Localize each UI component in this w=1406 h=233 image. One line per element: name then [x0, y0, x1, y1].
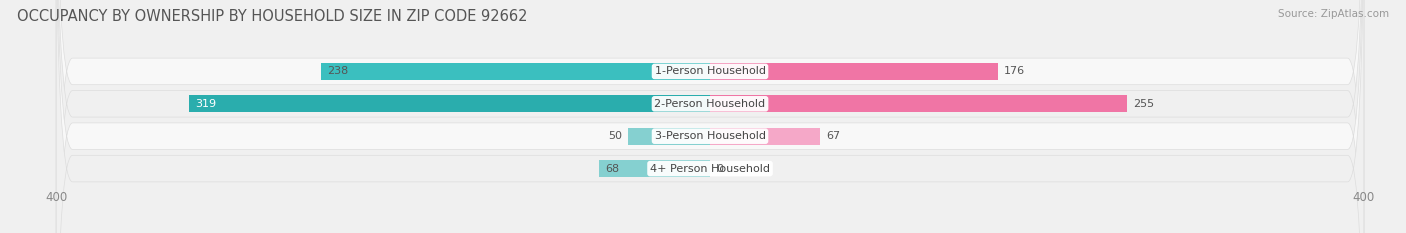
Bar — [599, 160, 710, 177]
FancyBboxPatch shape — [56, 0, 1364, 233]
FancyBboxPatch shape — [56, 0, 1364, 233]
Bar — [188, 95, 710, 112]
Bar — [628, 128, 710, 145]
Text: 67: 67 — [827, 131, 841, 141]
Text: 0: 0 — [717, 164, 724, 174]
Text: 4+ Person Household: 4+ Person Household — [650, 164, 770, 174]
Text: 319: 319 — [195, 99, 217, 109]
Text: 1-Person Household: 1-Person Household — [655, 66, 765, 76]
Text: 238: 238 — [328, 66, 349, 76]
Text: 3-Person Household: 3-Person Household — [655, 131, 765, 141]
Bar — [710, 63, 998, 80]
Bar — [321, 63, 710, 80]
Text: 176: 176 — [1004, 66, 1025, 76]
Text: OCCUPANCY BY OWNERSHIP BY HOUSEHOLD SIZE IN ZIP CODE 92662: OCCUPANCY BY OWNERSHIP BY HOUSEHOLD SIZE… — [17, 9, 527, 24]
Text: 255: 255 — [1133, 99, 1154, 109]
FancyBboxPatch shape — [56, 0, 1364, 233]
FancyBboxPatch shape — [56, 0, 1364, 233]
Text: 68: 68 — [606, 164, 620, 174]
Text: Source: ZipAtlas.com: Source: ZipAtlas.com — [1278, 9, 1389, 19]
Text: 50: 50 — [607, 131, 621, 141]
Text: 2-Person Household: 2-Person Household — [654, 99, 766, 109]
Bar — [710, 128, 820, 145]
Bar — [710, 95, 1126, 112]
